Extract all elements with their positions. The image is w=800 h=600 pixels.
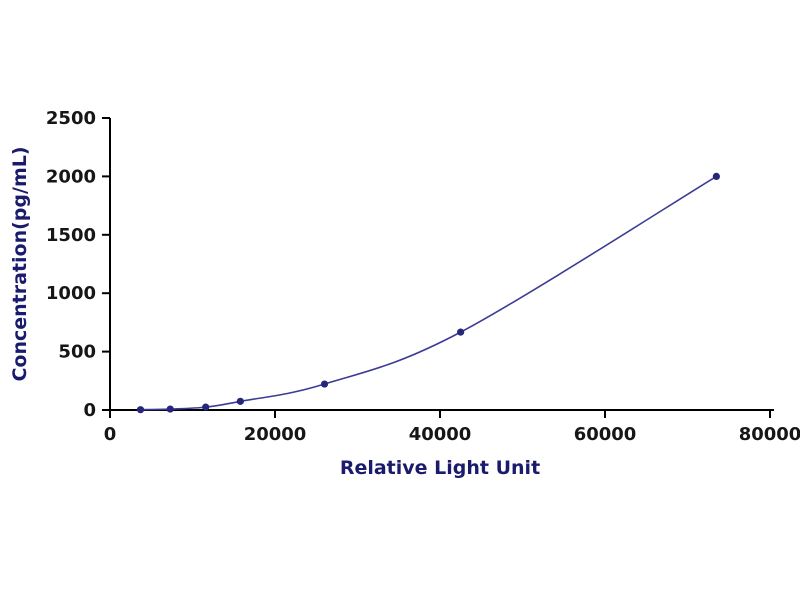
y-tick-label: 2000: [46, 166, 96, 187]
data-point: [136, 406, 145, 414]
x-axis-title: Relative Light Unit: [340, 457, 540, 479]
x-tick-label: 40000: [409, 424, 472, 445]
data-point: [202, 403, 210, 411]
data-point: [166, 405, 174, 413]
curve-line: [140, 175, 717, 411]
x-tick-label: 0: [104, 424, 117, 445]
y-tick-label: 0: [83, 400, 96, 421]
y-tick-label: 500: [58, 342, 96, 363]
data-point: [712, 172, 720, 180]
data-point: [457, 328, 465, 336]
y-axis-title: Concentration(pg/mL): [9, 146, 31, 381]
plot-layer: 0 20000 40000 60000 80000 0 500 1000 1500 2000 250…: [46, 108, 800, 445]
y-tick-label: 2500: [46, 108, 96, 129]
x-tick-label: 20000: [244, 424, 307, 445]
data-point: [236, 397, 244, 405]
y-tick-label: 1000: [46, 283, 96, 304]
y-tick-label: 1500: [46, 225, 96, 246]
x-tick-label: 60000: [574, 424, 637, 445]
x-tick-label: 80000: [739, 424, 800, 445]
data-point: [320, 380, 329, 388]
